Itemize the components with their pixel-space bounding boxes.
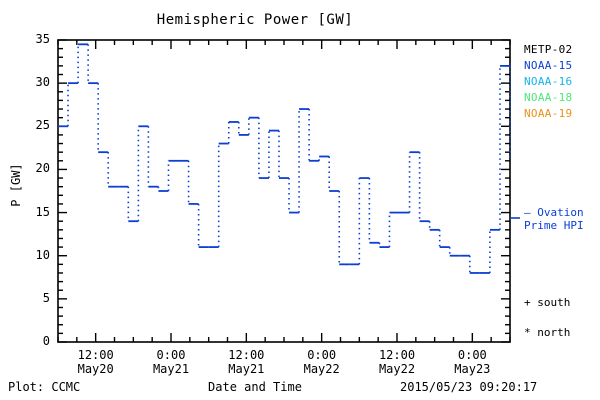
x-tick-label: 0:00 May21 [136,348,206,376]
y-major-ticks [58,39,510,343]
legend-item-noaa-15[interactable]: NOAA-15 [524,59,573,72]
y-tick-label: 0 [42,334,50,348]
north-marker-legend: * north [524,326,571,339]
x-tick-label: 12:00 May22 [362,348,432,376]
y-minor-ticks [58,47,510,335]
legend-item-noaa-19[interactable]: NOAA-19 [524,107,573,120]
data-series-group [58,43,511,274]
x-tick-date: May22 [378,362,416,376]
x-tick-date: May23 [454,362,491,376]
x-tick-label: 0:00 May23 [437,348,507,376]
page-title: Hemispheric Power [GW] [156,12,354,28]
x-major-ticks [94,40,474,342]
x-tick-label: 0:00 May22 [287,348,357,376]
x-tick-label: 12:00 May21 [211,348,281,376]
x-tick-time: 12:00 [378,348,416,362]
x-tick-time: 0:00 [307,348,337,362]
plot-axes [57,39,511,343]
y-tick-label: 5 [42,290,50,305]
ovation-annotation: — Ovation Prime HPI [524,206,584,232]
y-tick-label: 25 [35,118,50,133]
ovation-line-1: — Ovation [524,206,584,219]
x-tick-date: May21 [152,362,190,376]
x-tick-time: 12:00 [77,348,114,362]
south-marker-legend: + south [524,296,571,309]
y-tick-label: 10 [35,247,50,262]
x-tick-label: 12:00 May20 [61,348,131,376]
y-axis-label: P [GW] [9,163,23,207]
y-tick-label: 35 [35,32,50,46]
x-tick-date: May22 [303,362,340,376]
timestamp-label: 2015/05/23 09:20:17 [400,380,538,394]
y-tick-label: 30 [35,75,50,90]
x-tick-time: 12:00 [228,348,265,362]
plot-frame [57,39,511,343]
x-tick-time: 0:00 [457,348,487,362]
plot-source-label: Plot: CCMC [8,380,81,394]
ovation-line-2: Prime HPI [524,219,584,232]
y-tick-label: 20 [35,161,50,176]
data-series [58,43,511,274]
x-minor-ticks [57,40,511,342]
x-tick-time: 0:00 [156,348,186,362]
x-tick-date: May21 [228,362,265,376]
legend-item-metp-02[interactable]: METP-02 [524,43,573,56]
legend: METP-02 NOAA-15 NOAA-16 NOAA-18 NOAA-19 [524,42,572,122]
y-tick-label: 15 [35,204,50,219]
x-axis-label: Date and Time [208,380,302,394]
x-tick-date: May20 [77,362,114,376]
legend-item-noaa-16[interactable]: NOAA-16 [524,75,573,88]
legend-item-noaa-18[interactable]: NOAA-18 [524,91,573,104]
